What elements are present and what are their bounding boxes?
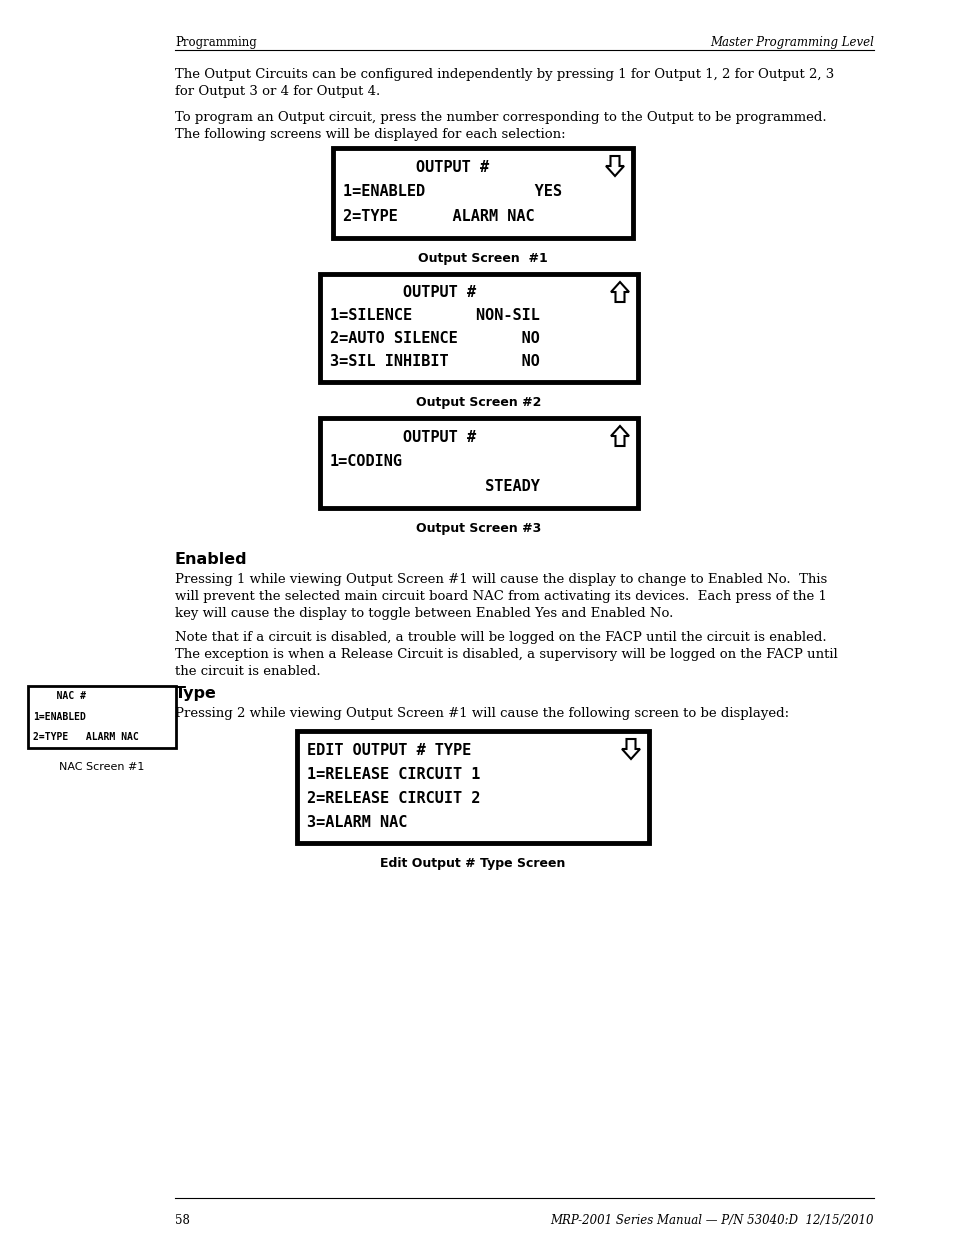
Text: 2=TYPE      ALARM NAC: 2=TYPE ALARM NAC bbox=[343, 209, 534, 224]
Text: 2=RELEASE CIRCUIT 2: 2=RELEASE CIRCUIT 2 bbox=[307, 790, 480, 805]
Text: Edit Output # Type Screen: Edit Output # Type Screen bbox=[380, 857, 565, 869]
Text: 1=CODING: 1=CODING bbox=[330, 454, 402, 469]
Text: 3=ALARM NAC: 3=ALARM NAC bbox=[307, 815, 407, 830]
Bar bbox=[296, 731, 648, 844]
Text: for Output 3 or 4 for Output 4.: for Output 3 or 4 for Output 4. bbox=[174, 85, 380, 98]
Text: OUTPUT #: OUTPUT # bbox=[343, 159, 489, 174]
Text: key will cause the display to toggle between Enabled Yes and Enabled No.: key will cause the display to toggle bet… bbox=[174, 606, 673, 620]
Text: Output Screen #2: Output Screen #2 bbox=[416, 396, 541, 409]
Text: NAC Screen #1: NAC Screen #1 bbox=[59, 762, 145, 772]
Text: Pressing 1 while viewing Output Screen #1 will cause the display to change to En: Pressing 1 while viewing Output Screen #… bbox=[174, 573, 826, 585]
Text: 58: 58 bbox=[174, 1214, 190, 1228]
Text: Output Screen  #1: Output Screen #1 bbox=[417, 252, 547, 266]
Polygon shape bbox=[621, 739, 639, 760]
Text: NAC #: NAC # bbox=[33, 692, 86, 701]
Text: OUTPUT #: OUTPUT # bbox=[330, 285, 476, 300]
Polygon shape bbox=[605, 156, 623, 177]
Text: Master Programming Level: Master Programming Level bbox=[709, 36, 873, 49]
Text: 1=ENABLED            YES: 1=ENABLED YES bbox=[343, 184, 561, 199]
Bar bbox=[319, 274, 638, 382]
Text: STEADY: STEADY bbox=[330, 479, 539, 494]
Text: 1=ENABLED: 1=ENABLED bbox=[33, 711, 86, 721]
Bar bbox=[333, 148, 633, 238]
Text: MRP-2001 Series Manual — P/N 53040:D  12/15/2010: MRP-2001 Series Manual — P/N 53040:D 12/… bbox=[550, 1214, 873, 1228]
Text: Note that if a circuit is disabled, a trouble will be logged on the FACP until t: Note that if a circuit is disabled, a tr… bbox=[174, 631, 825, 643]
Text: Enabled: Enabled bbox=[174, 552, 248, 567]
Text: Pressing 2 while viewing Output Screen #1 will cause the following screen to be : Pressing 2 while viewing Output Screen #… bbox=[174, 706, 788, 720]
Text: 2=TYPE   ALARM NAC: 2=TYPE ALARM NAC bbox=[33, 732, 138, 742]
Text: To program an Output circuit, press the number corresponding to the Output to be: To program an Output circuit, press the … bbox=[174, 111, 825, 124]
Text: The following screens will be displayed for each selection:: The following screens will be displayed … bbox=[174, 128, 565, 141]
Text: will prevent the selected main circuit board NAC from activating its devices.  E: will prevent the selected main circuit b… bbox=[174, 590, 826, 603]
Text: 2=AUTO SILENCE       NO: 2=AUTO SILENCE NO bbox=[330, 331, 539, 347]
Text: the circuit is enabled.: the circuit is enabled. bbox=[174, 664, 320, 678]
Text: The Output Circuits can be configured independently by pressing 1 for Output 1, : The Output Circuits can be configured in… bbox=[174, 68, 833, 82]
Bar bbox=[28, 685, 175, 748]
Text: The exception is when a Release Circuit is disabled, a supervisory will be logge: The exception is when a Release Circuit … bbox=[174, 648, 837, 661]
Text: EDIT OUTPUT # TYPE: EDIT OUTPUT # TYPE bbox=[307, 742, 471, 757]
Text: 1=RELEASE CIRCUIT 1: 1=RELEASE CIRCUIT 1 bbox=[307, 767, 480, 782]
Polygon shape bbox=[610, 282, 628, 303]
Text: 1=SILENCE       NON-SIL: 1=SILENCE NON-SIL bbox=[330, 309, 539, 324]
Text: OUTPUT #: OUTPUT # bbox=[330, 430, 476, 445]
Text: Programming: Programming bbox=[174, 36, 256, 49]
Polygon shape bbox=[610, 426, 628, 446]
Text: Output Screen #3: Output Screen #3 bbox=[416, 522, 541, 535]
Text: 3=SIL INHIBIT        NO: 3=SIL INHIBIT NO bbox=[330, 354, 539, 369]
Bar bbox=[319, 417, 638, 508]
Text: Type: Type bbox=[174, 685, 216, 701]
